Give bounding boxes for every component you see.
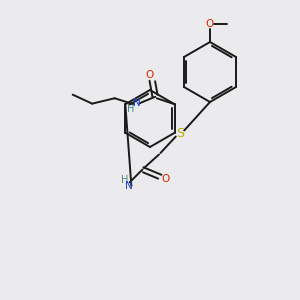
Text: S: S — [176, 127, 184, 140]
Text: H: H — [127, 104, 134, 114]
Text: N: N — [125, 181, 133, 191]
Text: H: H — [121, 175, 128, 185]
Text: O: O — [162, 173, 170, 184]
Text: N: N — [133, 98, 141, 108]
Text: O: O — [145, 70, 153, 80]
Text: O: O — [206, 19, 214, 29]
